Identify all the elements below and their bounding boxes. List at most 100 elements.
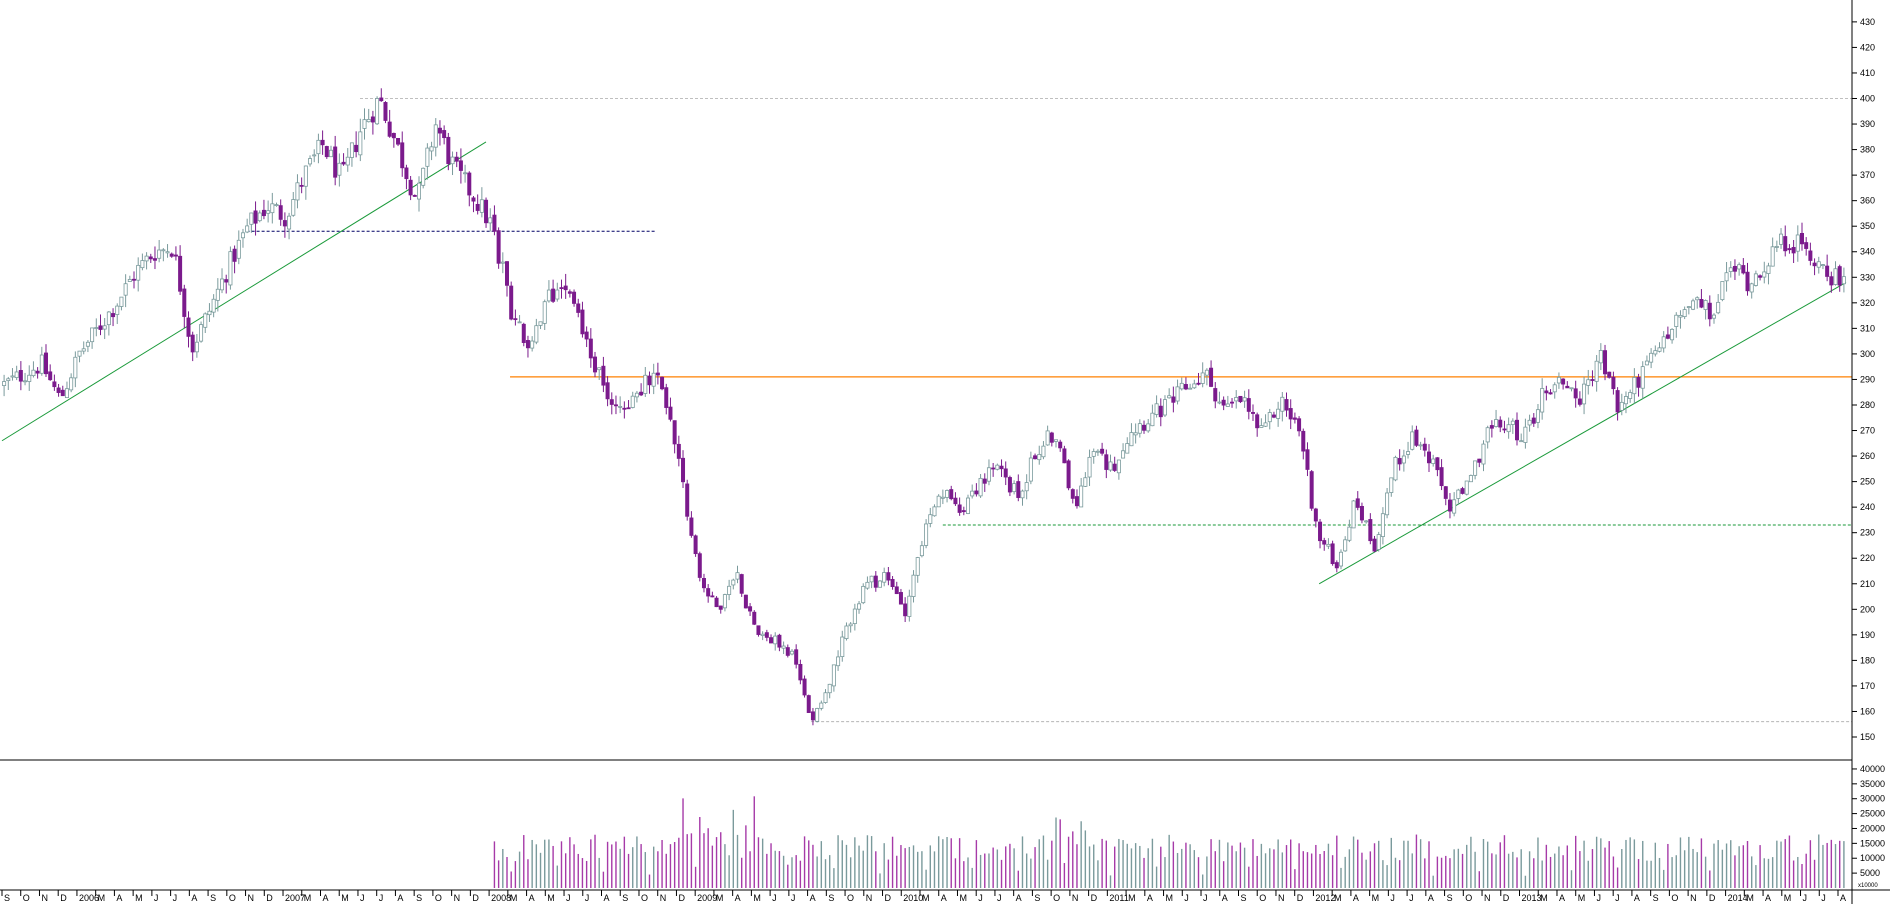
y-tick-label: 300: [1860, 349, 1875, 359]
x-tick-label: D: [678, 893, 685, 903]
candle-up: [77, 350, 82, 357]
candle-up: [1192, 383, 1197, 389]
candle-up: [249, 212, 254, 225]
candle-up: [2, 381, 7, 386]
candle-down: [584, 331, 589, 340]
candle-up: [1703, 300, 1708, 310]
candle-down: [1435, 457, 1440, 471]
candle-down: [525, 340, 530, 349]
candle-down: [98, 325, 103, 330]
candle-down: [609, 399, 614, 405]
candle-up: [316, 139, 321, 155]
candle-up: [1640, 366, 1645, 389]
x-tick-label: M: [1166, 893, 1174, 903]
candle-up: [986, 467, 991, 482]
candle-up: [1276, 408, 1281, 419]
candle-down: [1615, 390, 1620, 413]
candle-up: [542, 301, 547, 324]
candle-down: [1636, 377, 1641, 388]
candle-down: [1318, 521, 1323, 542]
candle-down: [521, 323, 526, 343]
candle-up: [85, 341, 90, 347]
candle-down: [1305, 449, 1310, 470]
candle-down: [903, 603, 908, 617]
candle-up: [1041, 445, 1046, 458]
candle-up: [1200, 372, 1205, 384]
candle-down: [379, 97, 384, 102]
candle-down: [894, 586, 899, 595]
candle-down: [1213, 388, 1218, 402]
candle-down: [190, 334, 195, 353]
candle-down: [668, 406, 673, 420]
candle-up: [1468, 475, 1473, 483]
candle-down: [961, 510, 966, 513]
candle-up: [1720, 281, 1725, 301]
y-tick-label: 320: [1860, 298, 1875, 308]
candle-down: [324, 146, 329, 158]
candle-down: [1741, 265, 1746, 274]
x-tick-label: A: [1840, 893, 1846, 903]
candle-up: [1552, 384, 1557, 393]
candle-down: [798, 663, 803, 681]
candle-down: [1498, 419, 1503, 428]
candle-up: [1410, 431, 1415, 450]
candle-down: [509, 285, 514, 320]
candle-up: [882, 572, 887, 583]
candle-up: [857, 603, 862, 610]
candle-up: [1632, 377, 1637, 395]
candle-up: [1225, 403, 1230, 407]
candle-down: [513, 318, 518, 321]
candle-down: [982, 478, 987, 484]
volume-tick-label: 25000: [1860, 809, 1885, 819]
candle-down: [743, 594, 748, 609]
candle-down: [622, 407, 627, 410]
candle-down: [1049, 432, 1054, 443]
candle-up: [1083, 477, 1088, 487]
candle-down: [739, 574, 744, 594]
candle-down: [748, 606, 753, 612]
volume-tick-label: 20000: [1860, 823, 1885, 833]
candle-up: [1326, 543, 1331, 547]
candle-up: [538, 321, 543, 326]
candle-down: [1230, 401, 1235, 404]
candle-up: [1795, 234, 1800, 252]
candle-down: [320, 139, 325, 146]
candle-up: [1481, 443, 1486, 465]
candle-up: [1020, 490, 1025, 499]
candle-down: [454, 156, 459, 162]
candle-up: [14, 371, 19, 378]
x-tick-label: A: [1147, 893, 1153, 903]
candle-up: [1179, 382, 1184, 390]
candle-up: [257, 212, 262, 222]
candle-down: [898, 592, 903, 605]
candles-layer: [2, 88, 1846, 726]
candle-up: [73, 356, 78, 379]
candle-down: [1171, 396, 1176, 403]
x-tick-label: M: [1372, 893, 1380, 903]
candle-down: [1359, 505, 1364, 521]
candle-down: [111, 313, 116, 318]
candle-up: [69, 377, 74, 391]
candle-up: [877, 580, 882, 588]
y-tick-label: 170: [1860, 681, 1875, 691]
candle-up: [1154, 403, 1159, 415]
candle-up: [1121, 450, 1126, 459]
candle-up: [1385, 492, 1390, 516]
candle-down: [1183, 384, 1188, 390]
candle-down: [232, 248, 237, 262]
candle-down: [1196, 382, 1201, 385]
candle-up: [1494, 419, 1499, 427]
candle-down: [1808, 250, 1813, 261]
candle-down: [802, 678, 807, 696]
candle-down: [404, 167, 409, 180]
candle-up: [94, 327, 99, 329]
candle-down: [1355, 498, 1360, 508]
candle-up: [1682, 309, 1687, 318]
x-tick-label: A: [1428, 893, 1434, 903]
candle-up: [1028, 457, 1033, 482]
candle-down: [1292, 417, 1297, 420]
candle-down: [1158, 405, 1163, 418]
candle-down: [446, 136, 451, 165]
y-tick-label: 420: [1860, 42, 1875, 52]
candle-down: [412, 195, 417, 197]
